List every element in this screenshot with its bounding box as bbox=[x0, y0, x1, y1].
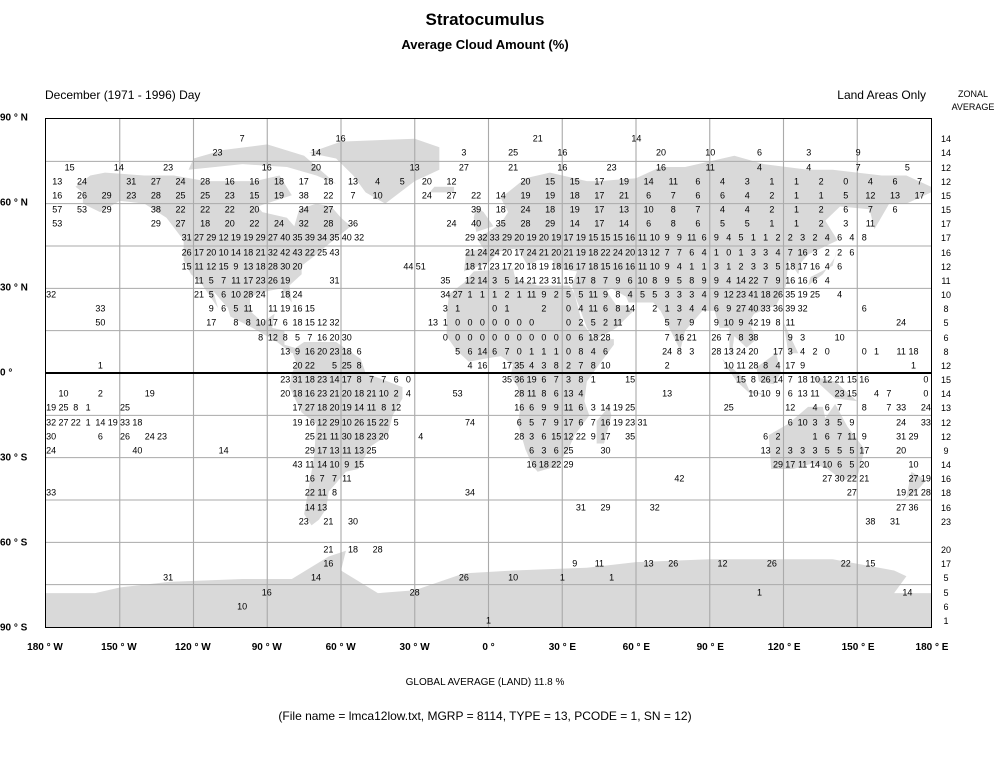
lon-label: 30 ° E bbox=[548, 642, 577, 653]
lon-label: 150 ° E bbox=[841, 642, 875, 653]
lon-label: 60 ° W bbox=[325, 642, 356, 653]
new-guinea bbox=[810, 375, 858, 402]
zonal-average-value: 5 bbox=[943, 573, 949, 584]
zonal-average-value: 14 bbox=[940, 148, 952, 159]
zonal-average-header: ZONAL AVERAGE bbox=[948, 88, 997, 114]
zonal-average-value: 6 bbox=[943, 332, 949, 343]
australia bbox=[768, 404, 865, 481]
zonal-average-value: 23 bbox=[940, 516, 952, 527]
land-mask bbox=[46, 119, 931, 627]
zonal-average-value: 15 bbox=[940, 190, 952, 201]
lon-label: 30 ° W bbox=[399, 642, 430, 653]
chart-subtitle: Average Cloud Amount (%) bbox=[401, 37, 569, 52]
zonal-average-value: 16 bbox=[940, 502, 952, 513]
borneo bbox=[756, 353, 782, 385]
lat-label: 60 ° N bbox=[0, 197, 28, 209]
north-america bbox=[75, 172, 351, 354]
zonal-average-value: 13 bbox=[940, 403, 952, 414]
file-info: (File name = lmca12low.txt, MGRP = 8114,… bbox=[278, 709, 692, 723]
new-zealand bbox=[899, 471, 927, 503]
zonal-average-value: 20 bbox=[940, 545, 952, 556]
zonal-average-value: 14 bbox=[940, 134, 952, 145]
zonal-average-value: 17 bbox=[940, 559, 952, 570]
zonal-header-line2: AVERAGE bbox=[951, 102, 995, 112]
zonal-average-value: 17 bbox=[940, 233, 952, 244]
zonal-average-value: 14 bbox=[940, 389, 952, 400]
lon-label: 150 ° W bbox=[101, 642, 137, 653]
zonal-average-value: 10 bbox=[940, 290, 952, 301]
zonal-average-value: 12 bbox=[940, 417, 952, 428]
zonal-average-value: 18 bbox=[940, 488, 952, 499]
zonal-average-value: 16 bbox=[940, 247, 952, 258]
zonal-average-value: 6 bbox=[943, 601, 949, 612]
lon-label: 180 ° W bbox=[27, 642, 63, 653]
britain bbox=[473, 206, 494, 232]
lon-label: 90 ° E bbox=[696, 642, 724, 653]
zonal-average-value: 15 bbox=[940, 205, 952, 216]
lon-label: 120 ° E bbox=[767, 642, 801, 653]
zonal-average-value: 12 bbox=[940, 261, 952, 272]
lon-label: 180 ° E bbox=[915, 642, 949, 653]
zonal-average-value: 9 bbox=[943, 445, 949, 456]
global-average: GLOBAL AVERAGE (LAND) 11.8 % bbox=[405, 677, 565, 688]
lon-label: 90 ° W bbox=[251, 642, 282, 653]
zonal-average-value: 12 bbox=[940, 431, 952, 442]
lat-label: 30 ° S bbox=[0, 452, 28, 464]
south-america bbox=[289, 341, 403, 526]
lon-label: 0 ° bbox=[482, 642, 495, 653]
iceland bbox=[429, 186, 455, 193]
zonal-average-value: 5 bbox=[943, 318, 949, 329]
zonal-average-value: 15 bbox=[940, 375, 952, 386]
zonal-average-value: 5 bbox=[943, 587, 949, 598]
lat-label: 90 ° N bbox=[0, 112, 28, 124]
lat-label: 90 ° S bbox=[0, 622, 28, 634]
lon-label: 120 ° W bbox=[174, 642, 211, 653]
japan bbox=[808, 246, 838, 286]
zonal-average-value: 8 bbox=[943, 346, 949, 357]
eurasia bbox=[463, 155, 931, 371]
arctic-islands bbox=[188, 144, 337, 184]
scope-label: Land Areas Only bbox=[837, 88, 926, 102]
madagascar bbox=[596, 406, 612, 444]
greenland bbox=[309, 138, 440, 204]
sumatra-java bbox=[722, 358, 769, 396]
world-map bbox=[45, 118, 932, 628]
lat-label: 30 ° N bbox=[0, 282, 28, 294]
philippines bbox=[783, 322, 799, 354]
zonal-average-value: 16 bbox=[940, 474, 952, 485]
period-label: December (1971 - 1996) Day bbox=[45, 88, 201, 102]
zonal-average-value: 17 bbox=[940, 219, 952, 230]
zonal-average-value: 12 bbox=[940, 176, 952, 187]
zonal-average-value: 8 bbox=[943, 304, 949, 315]
lat-label: 0 ° bbox=[0, 367, 13, 379]
zonal-average-value: 11 bbox=[941, 275, 951, 286]
zonal-average-value: 1 bbox=[943, 615, 949, 626]
chart-title: Stratocumulus bbox=[425, 10, 545, 29]
zonal-average-value: 14 bbox=[940, 460, 952, 471]
graticule bbox=[46, 119, 931, 627]
zonal-header-line1: ZONAL bbox=[957, 89, 988, 99]
lat-label: 60 ° S bbox=[0, 537, 28, 549]
zonal-average-value: 12 bbox=[940, 360, 952, 371]
zonal-average-value: 12 bbox=[940, 162, 952, 173]
lon-label: 60 ° E bbox=[622, 642, 651, 653]
